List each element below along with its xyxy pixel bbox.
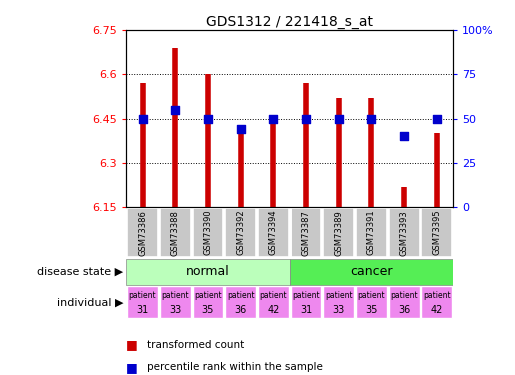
Bar: [258, 286, 289, 318]
Text: normal: normal: [186, 266, 230, 278]
Point: [335, 116, 343, 122]
Text: GSM73393: GSM73393: [400, 210, 408, 255]
Text: patient: patient: [357, 291, 385, 300]
Point: [171, 107, 179, 113]
Text: patient: patient: [325, 291, 353, 300]
Point: [269, 116, 278, 122]
Text: 31: 31: [136, 304, 149, 315]
Text: patient: patient: [129, 291, 157, 300]
Bar: [389, 209, 420, 257]
Bar: [356, 209, 387, 257]
Text: GSM73390: GSM73390: [203, 210, 212, 255]
Bar: [421, 286, 452, 318]
Bar: [225, 209, 256, 257]
Bar: [289, 258, 453, 285]
Text: 36: 36: [234, 304, 247, 315]
Bar: [160, 286, 191, 318]
Point: [433, 116, 441, 122]
Text: ■: ■: [126, 339, 138, 351]
Text: percentile rank within the sample: percentile rank within the sample: [147, 363, 323, 372]
Text: GSM73391: GSM73391: [367, 210, 376, 255]
Title: GDS1312 / 221418_s_at: GDS1312 / 221418_s_at: [206, 15, 373, 29]
Text: patient: patient: [227, 291, 254, 300]
Text: 36: 36: [398, 304, 410, 315]
Text: 35: 35: [202, 304, 214, 315]
Text: ■: ■: [126, 361, 138, 374]
Point: [236, 126, 245, 132]
Bar: [193, 286, 224, 318]
Text: patient: patient: [260, 291, 287, 300]
Text: patient: patient: [292, 291, 320, 300]
Text: GSM73389: GSM73389: [334, 210, 343, 255]
Bar: [160, 209, 191, 257]
Text: GSM73395: GSM73395: [433, 210, 441, 255]
Text: 35: 35: [365, 304, 377, 315]
Point: [204, 116, 212, 122]
Bar: [225, 286, 256, 318]
Text: disease state ▶: disease state ▶: [38, 267, 124, 277]
Text: patient: patient: [423, 291, 451, 300]
Bar: [258, 209, 289, 257]
Text: GSM73394: GSM73394: [269, 210, 278, 255]
Bar: [126, 258, 289, 285]
Point: [139, 116, 147, 122]
Text: GSM73388: GSM73388: [171, 210, 180, 256]
Bar: [290, 209, 321, 257]
Bar: [127, 286, 158, 318]
Text: 42: 42: [267, 304, 280, 315]
Text: patient: patient: [161, 291, 189, 300]
Bar: [290, 286, 321, 318]
Text: GSM73387: GSM73387: [302, 210, 311, 256]
Bar: [127, 209, 158, 257]
Text: 42: 42: [431, 304, 443, 315]
Point: [400, 134, 408, 140]
Text: individual ▶: individual ▶: [57, 297, 124, 307]
Point: [302, 116, 310, 122]
Text: GSM73386: GSM73386: [138, 210, 147, 256]
Bar: [389, 286, 420, 318]
Text: cancer: cancer: [350, 266, 393, 278]
Text: 33: 33: [169, 304, 181, 315]
Text: patient: patient: [390, 291, 418, 300]
Bar: [356, 286, 387, 318]
Text: 31: 31: [300, 304, 312, 315]
Bar: [421, 209, 452, 257]
Point: [367, 116, 375, 122]
Bar: [323, 286, 354, 318]
Text: 33: 33: [333, 304, 345, 315]
Bar: [323, 209, 354, 257]
Text: transformed count: transformed count: [147, 340, 244, 350]
Text: GSM73392: GSM73392: [236, 210, 245, 255]
Bar: [193, 209, 224, 257]
Text: patient: patient: [194, 291, 222, 300]
